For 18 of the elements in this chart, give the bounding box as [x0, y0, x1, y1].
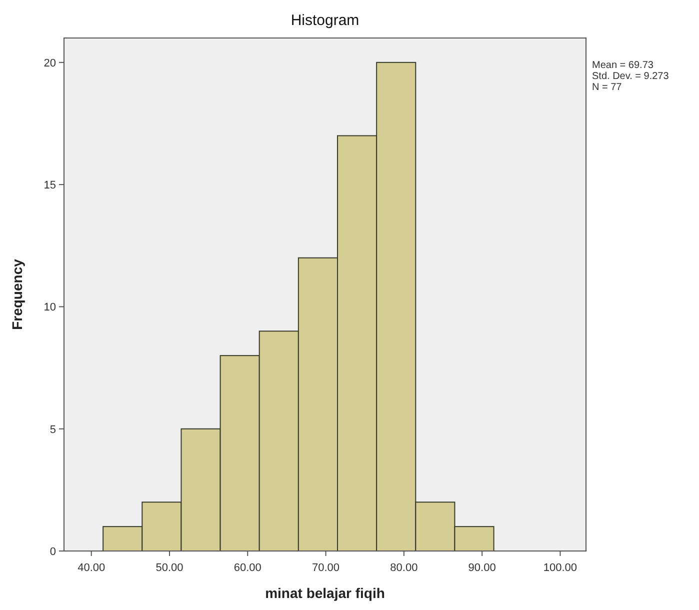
- x-tick-label: 40.00: [78, 562, 106, 574]
- x-tick-label: 80.00: [390, 562, 418, 574]
- text: Mean = 69.73: [592, 60, 654, 71]
- y-tick-label: 5: [50, 424, 56, 436]
- chart-title: Histogram: [290, 12, 360, 29]
- x-tick-label: 60.00: [234, 562, 262, 574]
- y-tick-label: 20: [44, 57, 56, 70]
- x-tick-label: 70.00: [312, 562, 340, 574]
- y-tick-label: 10: [44, 302, 56, 314]
- y-tick-label: 0: [50, 546, 56, 558]
- x-axis-title: minat belajar fiqih: [265, 585, 385, 601]
- x-tick-label: 100.00: [543, 562, 578, 574]
- y-axis-title: Frequency: [9, 258, 25, 330]
- text: N = 77: [592, 82, 622, 93]
- y-tick-label: 15: [44, 180, 56, 192]
- x-tick-label: 90.00: [468, 562, 496, 574]
- text: Std. Dev. = 9.273: [592, 71, 670, 82]
- x-tick-label: 50.00: [156, 562, 184, 574]
